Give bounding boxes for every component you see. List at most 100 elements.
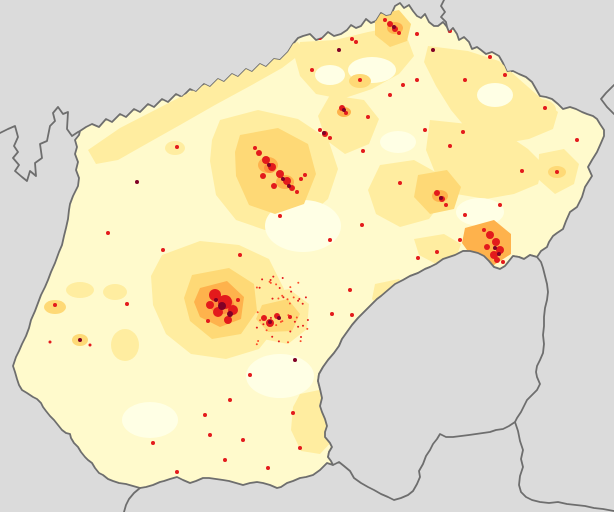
town-marker xyxy=(271,183,277,189)
town-marker xyxy=(125,302,129,306)
town-marker xyxy=(248,373,252,377)
town-markers xyxy=(48,18,579,474)
speckle-dot xyxy=(261,278,264,281)
northern-cape-eastern-cape-border-line xyxy=(123,487,141,512)
speckle-dot xyxy=(269,279,272,281)
town-marker xyxy=(415,32,419,36)
speckle-dot xyxy=(282,296,285,299)
density-patch xyxy=(111,329,139,361)
town-marker xyxy=(388,93,392,97)
speckle-dot xyxy=(289,330,292,333)
town-marker xyxy=(106,231,110,235)
town-marker xyxy=(416,256,420,260)
speckle-dot xyxy=(271,297,274,300)
speckle-dot xyxy=(297,325,300,328)
town-marker xyxy=(423,128,427,132)
density-patch xyxy=(318,95,379,154)
town-marker xyxy=(463,78,467,82)
town-marker xyxy=(444,203,448,207)
speckle-dot xyxy=(297,281,300,284)
town-marker xyxy=(501,260,505,264)
town-marker xyxy=(434,190,440,196)
density-patch xyxy=(380,131,416,153)
town-marker xyxy=(206,319,210,323)
speckle-dot xyxy=(304,296,307,299)
kwazulu-natal-eastern-cape-border-line xyxy=(514,421,614,512)
speckle-dot xyxy=(277,340,280,343)
town-marker xyxy=(48,340,52,344)
town-marker xyxy=(575,138,579,142)
speckle-dot xyxy=(256,311,259,314)
town-marker xyxy=(398,181,402,185)
speckle-dot xyxy=(306,327,309,330)
speckle-dot xyxy=(300,336,302,338)
speckle-dot xyxy=(272,275,275,278)
town-marker xyxy=(463,213,467,217)
density-patches xyxy=(44,10,579,454)
speckle-dot xyxy=(288,302,291,305)
town-marker xyxy=(241,438,245,442)
town-marker xyxy=(448,144,452,148)
speckle-dot xyxy=(262,323,265,326)
town-marker xyxy=(486,231,494,239)
town-marker xyxy=(401,83,405,87)
speckle-dot xyxy=(297,299,300,302)
speckle-dot xyxy=(299,340,302,343)
speckle-dot xyxy=(287,341,289,344)
town-marker xyxy=(330,312,334,316)
town-marker xyxy=(299,177,303,181)
northwest-northern-cape-zigzag-border-line xyxy=(0,106,81,182)
town-marker xyxy=(383,18,387,22)
town-marker xyxy=(322,131,326,135)
town-marker xyxy=(53,303,57,307)
town-marker xyxy=(350,37,354,41)
town-marker xyxy=(496,246,504,254)
speckle-dot xyxy=(302,324,304,327)
town-marker xyxy=(498,203,502,207)
density-patch xyxy=(165,141,185,155)
speckle-dot xyxy=(257,340,260,342)
speckle-dot xyxy=(271,335,274,338)
speckle-dot xyxy=(281,277,284,279)
town-marker xyxy=(208,433,212,437)
town-marker xyxy=(392,25,396,29)
speckle-dot xyxy=(269,316,272,319)
town-marker xyxy=(461,130,465,134)
town-marker xyxy=(228,398,232,402)
town-marker xyxy=(415,78,419,82)
town-marker xyxy=(203,413,207,417)
town-marker xyxy=(503,73,507,77)
town-marker xyxy=(520,169,524,173)
speckle-dot xyxy=(281,294,284,297)
mpumalanga-kwazulu-natal-border-line xyxy=(600,84,614,115)
town-marker xyxy=(397,31,401,35)
density-patch xyxy=(477,83,513,107)
town-marker xyxy=(223,458,227,462)
town-marker xyxy=(439,196,443,200)
density-patch xyxy=(122,402,178,438)
town-marker xyxy=(161,248,165,252)
town-marker xyxy=(256,150,262,156)
town-marker xyxy=(238,253,242,257)
town-marker xyxy=(135,180,139,184)
town-marker xyxy=(267,163,271,167)
speckle-dot xyxy=(265,329,268,332)
town-marker xyxy=(490,251,498,259)
speckle-dot xyxy=(289,286,292,289)
town-marker xyxy=(350,313,354,317)
town-marker xyxy=(543,106,547,110)
town-marker xyxy=(482,228,486,232)
speckle-dot xyxy=(255,286,258,289)
speckle-dot xyxy=(295,316,298,319)
town-marker xyxy=(328,238,332,242)
speckle-dot xyxy=(306,319,309,321)
town-marker xyxy=(293,358,297,362)
density-patch xyxy=(265,200,341,252)
town-marker xyxy=(151,441,155,445)
town-marker xyxy=(458,238,462,242)
speckle-dot xyxy=(255,326,258,329)
lesotho-shape xyxy=(317,250,549,501)
